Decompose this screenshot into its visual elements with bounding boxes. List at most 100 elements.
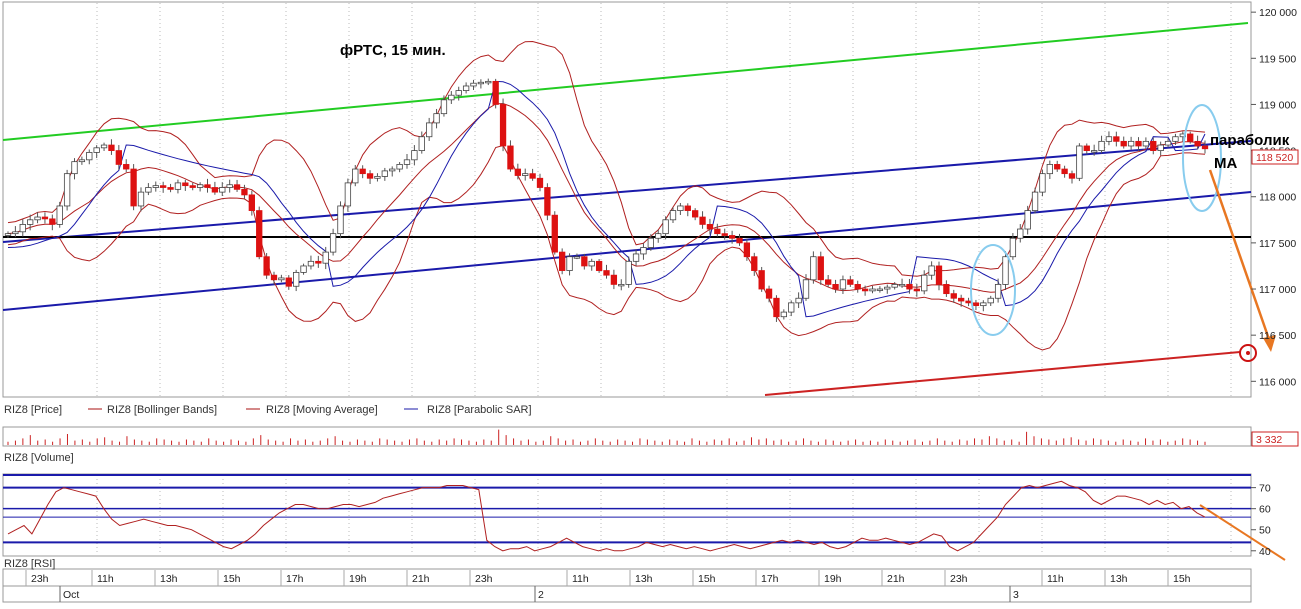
hour-label: 23h	[31, 573, 49, 585]
candle	[63, 169, 71, 211]
candle	[618, 279, 625, 291]
candle	[854, 280, 861, 293]
candle	[1061, 165, 1068, 178]
candle	[1068, 170, 1076, 184]
candle	[640, 243, 647, 260]
candle	[595, 259, 603, 273]
candle	[898, 278, 906, 288]
forecast-arrow-price	[1208, 169, 1273, 346]
price-tick-label: 116 500	[1259, 330, 1296, 342]
candle	[765, 285, 773, 303]
price-panel[interactable]	[2, 1, 1252, 398]
candle	[721, 228, 728, 240]
candle	[204, 178, 211, 193]
candle	[861, 285, 869, 296]
hour-label: 17h	[286, 573, 304, 585]
candle	[293, 269, 300, 292]
rsi-panel[interactable]	[2, 473, 1252, 557]
candle	[1127, 136, 1135, 150]
candle	[1054, 160, 1061, 172]
hour-label: 11h	[1047, 573, 1064, 585]
candle	[226, 179, 233, 193]
candle	[544, 183, 551, 221]
candle	[1031, 187, 1039, 214]
candle	[403, 154, 411, 169]
day-label: Oct	[63, 589, 79, 601]
hour-label: 15h	[698, 573, 716, 585]
annotation-parabolic: параболик	[1210, 132, 1290, 149]
candle	[366, 170, 374, 184]
candles	[4, 78, 1209, 322]
candle	[788, 300, 795, 317]
candle	[1201, 140, 1209, 154]
candle	[625, 256, 632, 288]
candle	[78, 156, 86, 165]
candle	[1017, 224, 1024, 243]
candle	[588, 258, 595, 271]
candle	[448, 91, 455, 104]
target-circle	[1239, 344, 1257, 362]
rsi-tick-label: 50	[1259, 525, 1271, 537]
candle	[891, 282, 898, 290]
candle	[233, 179, 241, 192]
candle	[396, 162, 403, 173]
candle	[167, 183, 174, 193]
candle	[389, 166, 396, 177]
candle	[980, 300, 987, 312]
rsi-tick-label: 60	[1259, 504, 1271, 516]
candle	[485, 78, 492, 86]
candle	[536, 173, 544, 192]
volume-panel[interactable]	[2, 426, 1252, 447]
candle	[108, 139, 115, 155]
candle	[307, 255, 315, 270]
candle	[462, 82, 470, 94]
blue-upper-channel-line	[2, 140, 1252, 243]
candle	[795, 292, 802, 309]
candle	[684, 203, 691, 217]
candle	[337, 201, 344, 239]
candle	[632, 249, 640, 266]
highlight-ellipse-left	[970, 244, 1016, 336]
candle	[869, 285, 876, 294]
trend-lines	[2, 22, 1252, 396]
candle	[492, 78, 499, 109]
candle	[270, 271, 278, 285]
candle	[1142, 137, 1150, 149]
candle	[728, 230, 736, 244]
hour-label: 11h	[572, 573, 589, 585]
candle	[49, 214, 56, 231]
candle	[958, 294, 965, 307]
candle	[551, 211, 558, 255]
candle	[943, 280, 950, 297]
day-label: 2	[538, 589, 544, 601]
hour-label: 19h	[349, 573, 367, 585]
candle	[847, 275, 854, 287]
candle	[300, 263, 307, 275]
hour-label: 11h	[97, 573, 114, 585]
candle	[381, 167, 388, 181]
candle	[581, 253, 588, 270]
candle	[263, 253, 270, 279]
hour-label: 21h	[412, 573, 430, 585]
candle	[152, 181, 159, 192]
candle	[669, 207, 677, 224]
current-volume-marker: 3 332	[1251, 431, 1299, 447]
hour-label: 13h	[1110, 573, 1128, 585]
price-tick-label: 118 000	[1259, 192, 1296, 204]
legend-bollinger: RIZ8 [Bollinger Bands]	[107, 404, 217, 416]
candle	[514, 163, 521, 180]
parabolic-sar	[7, 80, 1206, 318]
hour-label: 15h	[223, 573, 241, 585]
legend-rsi: RIZ8 [RSI]	[4, 558, 55, 570]
candle	[714, 223, 721, 237]
candle	[27, 214, 34, 231]
candle	[935, 261, 943, 291]
candle	[256, 206, 263, 260]
candle	[699, 211, 706, 229]
candle	[736, 233, 743, 246]
price-tick-label: 117 000	[1259, 284, 1296, 296]
legend-moving-average: RIZ8 [Moving Average]	[266, 404, 378, 416]
candle	[1187, 131, 1194, 144]
